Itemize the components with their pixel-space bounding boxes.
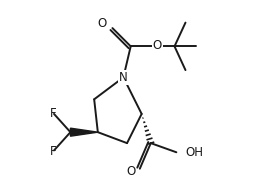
Text: OH: OH <box>185 146 203 159</box>
Text: F: F <box>50 107 57 119</box>
Text: O: O <box>153 40 162 52</box>
Text: O: O <box>126 165 135 178</box>
Text: N: N <box>119 71 128 84</box>
Polygon shape <box>70 128 98 136</box>
Text: O: O <box>98 17 107 30</box>
Text: F: F <box>50 145 57 158</box>
